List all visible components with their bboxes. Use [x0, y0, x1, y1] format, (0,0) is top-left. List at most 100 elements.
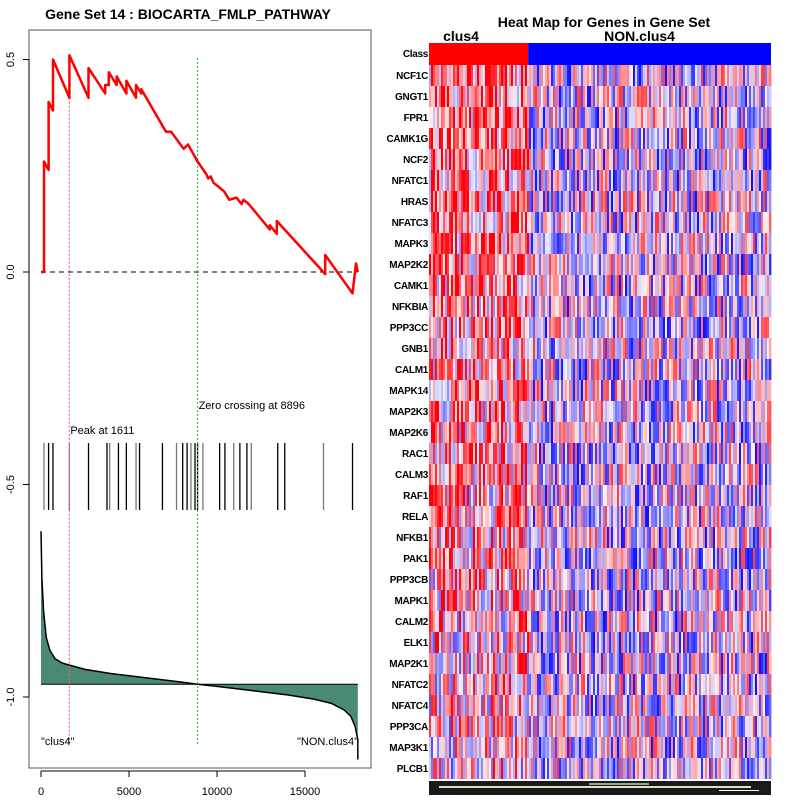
heatmap-cell: [685, 149, 688, 170]
heatmap-cell: [677, 527, 680, 548]
heatmap-cell: [683, 317, 686, 338]
heatmap-cell: [585, 275, 588, 296]
heatmap-cell: [613, 128, 616, 149]
heatmap-cell: [549, 86, 552, 107]
heatmap-cell: [585, 422, 588, 443]
heatmap-cell: [535, 254, 538, 275]
heatmap-cell: [447, 401, 450, 422]
heatmap-cell: [677, 86, 680, 107]
heatmap-cell: [547, 296, 550, 317]
heatmap-cell: [563, 422, 566, 443]
heatmap-cell: [639, 128, 642, 149]
heatmap-cell: [625, 296, 628, 317]
heatmap-cell: [487, 212, 490, 233]
heatmap-cell: [761, 191, 764, 212]
heatmap-cell: [601, 86, 604, 107]
heatmap-cell: [455, 128, 458, 149]
heatmap-cell: [675, 632, 678, 653]
heatmap-cell: [689, 275, 692, 296]
heatmap-cell: [607, 401, 610, 422]
heatmap-cell: [609, 65, 612, 86]
heatmap-cell: [599, 254, 602, 275]
heatmap-cell: [567, 107, 570, 128]
heatmap-cell: [713, 359, 716, 380]
heatmap-cell: [733, 86, 736, 107]
heatmap-cell: [669, 128, 672, 149]
heatmap-cell: [719, 527, 722, 548]
heatmap-cell: [745, 86, 748, 107]
heatmap-cell: [663, 338, 666, 359]
heatmap-cell: [581, 254, 584, 275]
heatmap-cell: [473, 548, 476, 569]
heatmap-cell: [517, 464, 520, 485]
heatmap-cell: [463, 128, 466, 149]
heatmap-cell: [689, 485, 692, 506]
heatmap-cell: [711, 296, 714, 317]
heatmap-cell: [687, 128, 690, 149]
heatmap-cell: [617, 590, 620, 611]
heatmap-cell: [677, 569, 680, 590]
heatmap-cell: [543, 233, 546, 254]
heatmap-cell: [587, 464, 590, 485]
heatmap-cell: [629, 338, 632, 359]
heatmap-cell: [759, 590, 762, 611]
heatmap-cell: [597, 128, 600, 149]
heatmap-cell: [549, 527, 552, 548]
heatmap-cell: [497, 653, 500, 674]
heatmap-cell: [677, 149, 680, 170]
heatmap-cell: [483, 590, 486, 611]
heatmap-cell: [583, 65, 586, 86]
heatmap-cell: [665, 632, 668, 653]
heatmap-cell: [705, 107, 708, 128]
heatmap-cell: [749, 296, 752, 317]
heatmap-cell: [651, 527, 654, 548]
heatmap-cell: [737, 443, 740, 464]
heatmap-cell: [447, 611, 450, 632]
heatmap-cell: [709, 233, 712, 254]
heatmap-cell: [583, 359, 586, 380]
heatmap-cell: [625, 569, 628, 590]
heatmap-cell: [711, 212, 714, 233]
heatmap-cell: [623, 275, 626, 296]
heatmap-cell: [557, 527, 560, 548]
heatmap-cell: [613, 107, 616, 128]
heatmap-cell: [507, 254, 510, 275]
heatmap-cell: [733, 527, 736, 548]
heatmap-cell: [537, 422, 540, 443]
heatmap-cell: [621, 275, 624, 296]
heatmap-cell: [467, 65, 470, 86]
heatmap-cell: [701, 338, 704, 359]
heatmap-cell: [643, 275, 646, 296]
heatmap-cell: [447, 632, 450, 653]
heatmap-cell: [671, 65, 674, 86]
heatmap-cell: [747, 65, 750, 86]
heatmap-cell: [623, 611, 626, 632]
heatmap-cell: [467, 107, 470, 128]
heatmap-cell: [751, 506, 754, 527]
heatmap-cell: [595, 254, 598, 275]
heatmap-cell: [707, 170, 710, 191]
heatmap-cell: [575, 170, 578, 191]
heatmap-cell: [441, 107, 444, 128]
heatmap-cell: [433, 86, 436, 107]
heatmap-cell: [753, 86, 756, 107]
heatmap-cell: [537, 527, 540, 548]
heatmap-cell: [505, 569, 508, 590]
heatmap-cell: [675, 380, 678, 401]
heatmap-cell: [503, 485, 506, 506]
heatmap-cell: [695, 527, 698, 548]
heatmap-cell: [707, 191, 710, 212]
heatmap-cell: [625, 86, 628, 107]
heatmap-cell: [743, 380, 746, 401]
heatmap-cell: [601, 128, 604, 149]
heatmap-cell: [661, 212, 664, 233]
heatmap-cell: [725, 485, 728, 506]
heatmap-cell: [609, 401, 612, 422]
heatmap-cell: [579, 653, 582, 674]
heatmap-cell: [601, 548, 604, 569]
heatmap-cell: [763, 128, 766, 149]
heatmap-cell: [621, 296, 624, 317]
heatmap-cell: [445, 548, 448, 569]
heatmap-cell: [599, 527, 602, 548]
heatmap-cell: [463, 317, 466, 338]
